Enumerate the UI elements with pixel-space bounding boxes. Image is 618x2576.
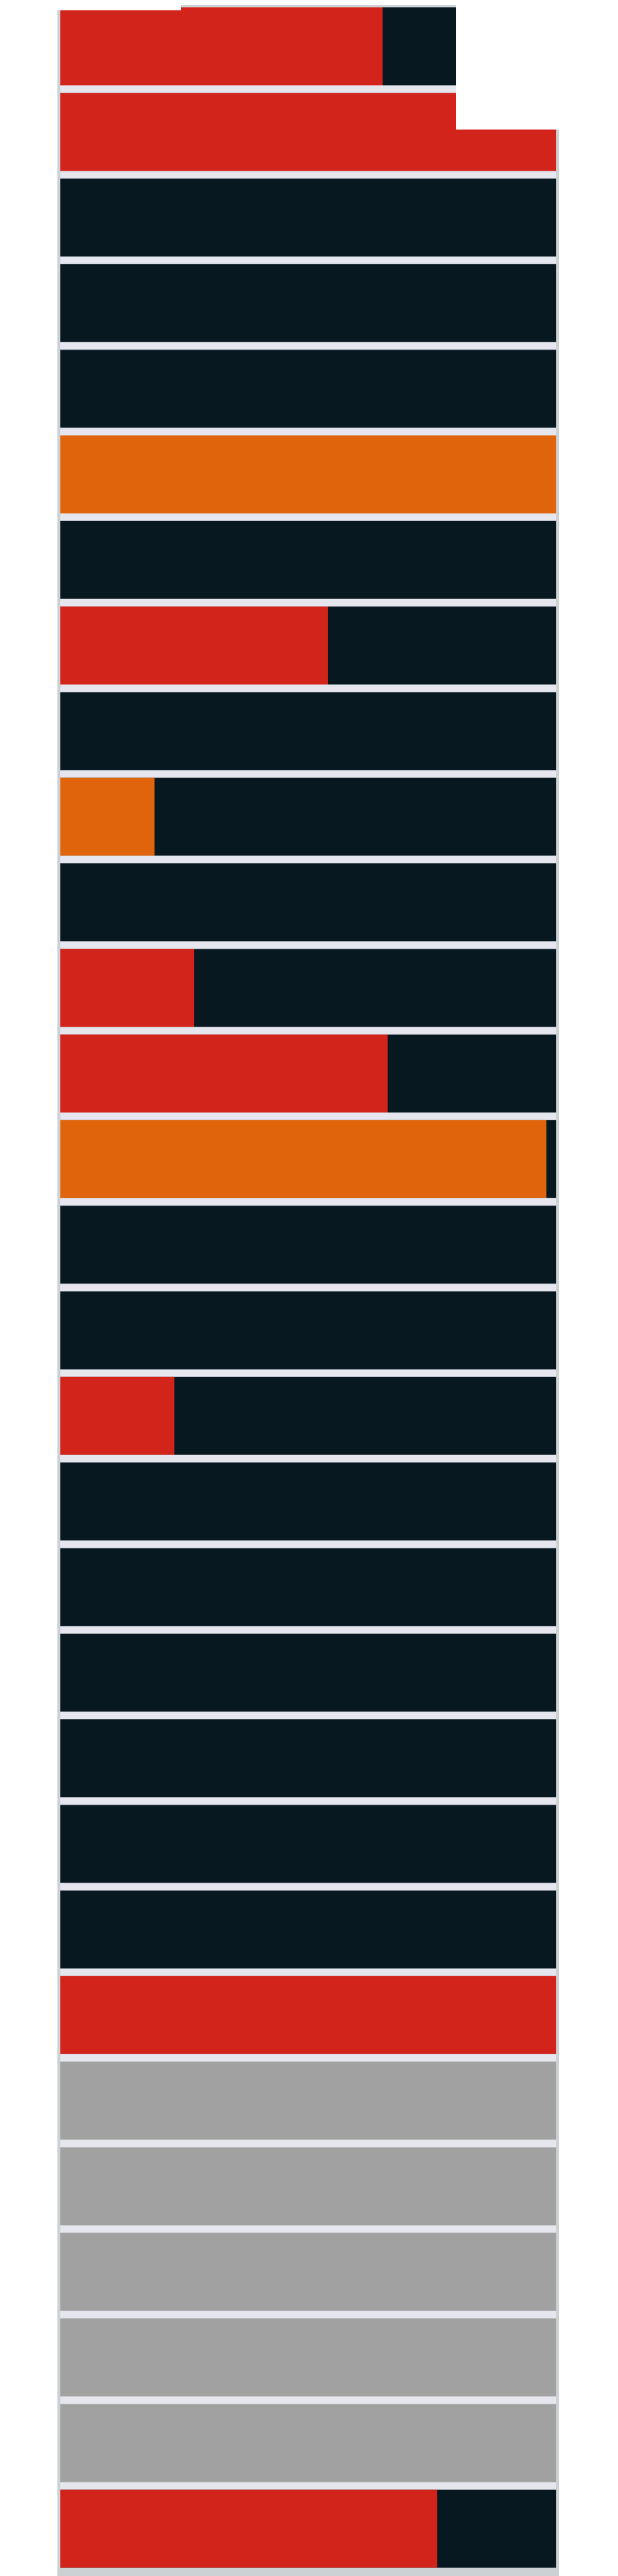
bar-track [60,1633,556,1712]
bar-row [60,520,556,607]
row-separator [60,513,556,521]
row-separator [60,941,556,949]
bar-row [60,93,556,179]
bar [60,2062,556,2140]
row-separator [60,256,556,264]
bar-row [60,692,556,778]
top-notch-left [56,0,181,10]
bar [60,606,328,685]
bar-track [60,1462,556,1541]
row-separator [60,770,556,778]
bar-row [60,1119,556,1206]
bar-track [60,1890,556,1969]
bar-track [60,692,556,771]
bar-row [60,777,556,863]
bar-row [60,2404,556,2490]
row-separator [60,1540,556,1549]
row-separator [60,1454,556,1463]
row-separator [60,2396,556,2405]
bar [60,2147,556,2226]
bar [60,2232,556,2311]
bar [60,949,194,1027]
bar-row [60,1548,556,1634]
row-separator [60,2310,556,2319]
bar-row [60,1890,556,1976]
bar-row [60,435,556,521]
bar-row [60,1206,556,1292]
row-separator [60,1883,556,1891]
bar-row [60,2232,556,2319]
row-separator [60,598,556,607]
row-separator [60,1027,556,1035]
row-separator [60,171,556,179]
bar [60,1975,556,2054]
bar [60,2489,438,2568]
bar [60,2318,556,2397]
row-separator [60,2225,556,2233]
bar-track [60,863,556,941]
bar-row [60,2062,556,2148]
bar-row [60,2147,556,2233]
bar-track [60,1805,556,1883]
row-separator [60,2053,556,2062]
row-separator [60,1112,556,1120]
bar [60,7,383,85]
bar [60,435,556,514]
bar-track [60,178,556,257]
row-separator [60,1797,556,1805]
bar-row [60,1805,556,1891]
bar-row [60,1719,556,1805]
bar-row [60,606,556,693]
bar-row [60,1462,556,1549]
row-separator [60,1369,556,1377]
bar-row [60,178,556,264]
bar-track [60,1548,556,1627]
bar-row [60,263,556,350]
bar-row [60,350,556,436]
bar-row [60,1633,556,1719]
row-separator [60,855,556,863]
bar-track [60,350,556,428]
row-separator [60,684,556,693]
row-separator [60,342,556,350]
bar-row [60,1376,556,1463]
bar-row [60,863,556,949]
row-separator [60,2482,556,2490]
top-notch-right [456,0,618,130]
bar-track [60,1291,556,1370]
bar-row [60,2489,556,2568]
row-separator [60,85,556,93]
bar-row [60,2318,556,2405]
row-separator [60,428,556,436]
bar-track [60,1719,556,1797]
bar-row [60,1975,556,2062]
row-separator [60,1711,556,1719]
bar [60,1376,175,1455]
bar [60,1034,388,1113]
row-separator [60,1626,556,1634]
row-separator [60,1968,556,1976]
bar-track [60,263,556,342]
row-separator [60,2140,556,2148]
row-separator [60,1284,556,1292]
bar-track [60,1206,556,1284]
bar-track [60,520,556,599]
bar [60,1119,547,1198]
bar-row [60,949,556,1035]
bar [60,777,155,856]
bar-row [60,1291,556,1377]
row-separator [60,1197,556,1206]
bar [60,2404,556,2483]
bar-row [60,1034,556,1120]
